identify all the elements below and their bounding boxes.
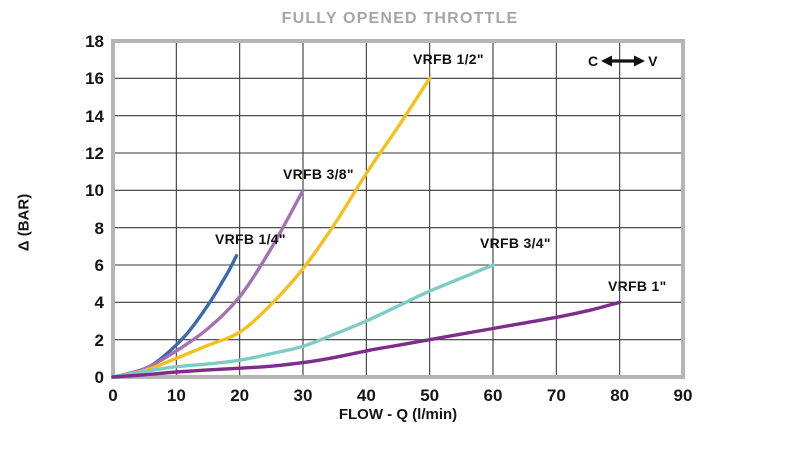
x-axis-title: FLOW - Q (l/min) [338, 406, 458, 423]
y-tick-label: 8 [94, 218, 104, 238]
y-tick-label: 18 [85, 32, 104, 51]
plot-border [111, 39, 685, 379]
chart-title: FULLY OPENED THROTTLE [281, 10, 519, 27]
series-label: VRFB 3/4" [480, 235, 551, 251]
y-tick-label: 14 [85, 106, 104, 126]
x-tick-label: 70 [546, 386, 566, 405]
series-label: VRFB 1/4" [215, 231, 286, 247]
x-tick-label: 10 [166, 386, 186, 405]
y-tick-label: 12 [85, 144, 104, 163]
x-tick-label: 90 [673, 386, 693, 405]
y-tick-label: 0 [94, 368, 104, 387]
double-arrow-icon [601, 55, 646, 67]
series-label: VRFB 1/2" [413, 51, 484, 67]
x-tick-label: 40 [356, 386, 376, 405]
cv-left-label: C [588, 53, 599, 69]
x-tick-label: 60 [483, 386, 503, 405]
y-tick-label: 10 [85, 181, 104, 201]
cv-right-label: V [648, 53, 658, 69]
y-tick-label: 6 [94, 256, 104, 275]
y-tick-label: 16 [85, 69, 104, 89]
x-tick-label: 50 [420, 386, 440, 405]
x-tick-label: 20 [230, 386, 250, 405]
series-label: VRFB 3/8" [283, 166, 354, 182]
series-curve [111, 76, 432, 379]
series-curve [111, 263, 495, 379]
x-tick-label: 80 [610, 386, 630, 405]
series-curve [111, 300, 622, 379]
cv-flow-direction-annotation: C V [588, 52, 657, 70]
y-tick-label: 4 [94, 293, 104, 313]
y-tick-label: 2 [94, 330, 104, 350]
y-axis-title: Δ (BAR) [15, 193, 33, 252]
x-tick-label: 0 [108, 386, 118, 405]
x-tick-label: 30 [293, 386, 313, 405]
series-curve [111, 188, 305, 379]
series-label: VRFB 1" [608, 278, 667, 294]
